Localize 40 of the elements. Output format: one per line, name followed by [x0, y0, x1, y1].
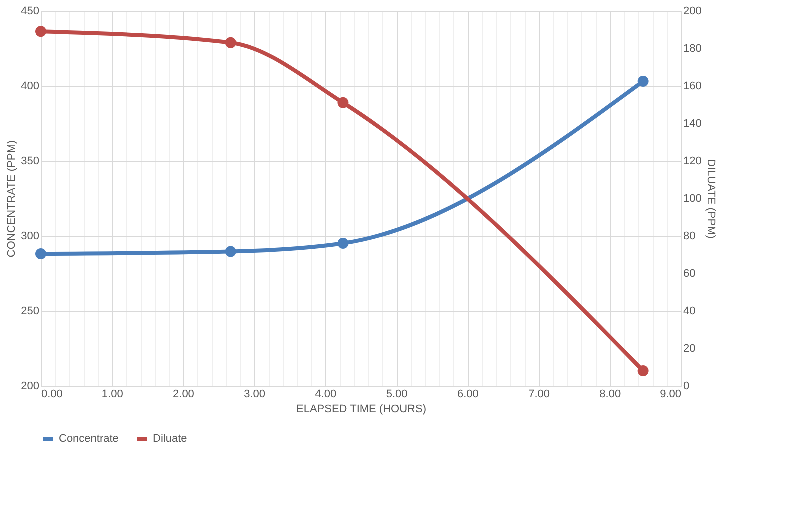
y-tick-label: 300 — [21, 230, 40, 242]
x-tick-label: 2.00 — [173, 388, 194, 400]
x-tick-label: 9.00 — [660, 388, 682, 400]
y-tick-label: 250 — [21, 306, 40, 318]
y-tick-label: 400 — [21, 80, 40, 92]
y-tick-label: 200 — [21, 380, 40, 392]
x-tick-label: 1.00 — [102, 388, 124, 400]
y-axis-title: CONCENTRATE (PPM) — [6, 140, 18, 258]
y2-tick-label: 80 — [684, 230, 696, 242]
y2-axis-title: DILUATE (PPM) — [704, 159, 717, 239]
y2-tick-label: 120 — [684, 156, 702, 168]
y-tick-label: 350 — [21, 156, 40, 168]
x-tick-label: 7.00 — [528, 388, 550, 400]
y2-tick-label: 20 — [684, 343, 696, 355]
point — [36, 26, 46, 38]
y2-tick-label: 100 — [684, 193, 702, 205]
y2-tick-label: 140 — [684, 118, 702, 130]
legend-label: Concentrate — [59, 433, 119, 445]
y2-tick-label: 200 — [684, 6, 702, 18]
point — [225, 246, 236, 258]
point — [638, 76, 649, 87]
x-tick-label: 3.00 — [244, 388, 266, 400]
point — [338, 238, 349, 249]
y-tick-label: 450 — [21, 6, 40, 18]
y2-tick-label: 40 — [684, 306, 696, 318]
point — [36, 248, 46, 260]
x-tick-label: 8.00 — [600, 388, 622, 400]
x-tick-label: 4.00 — [315, 388, 337, 400]
legend-label: Diluate — [153, 433, 188, 445]
point — [225, 37, 236, 48]
x-tick-label: 6.00 — [457, 388, 479, 400]
x-axis-title: ELAPSED TIME (HOURS) — [296, 404, 426, 416]
point — [338, 97, 349, 108]
point — [638, 366, 649, 376]
y2-tick-label: 180 — [684, 43, 702, 55]
y2-tick-label: 160 — [684, 80, 702, 92]
y2-tick-label: 60 — [684, 268, 696, 280]
x-tick-label: 0.00 — [42, 388, 63, 400]
x-tick-label: 5.00 — [386, 388, 408, 400]
y2-tick-label: 0 — [684, 380, 690, 392]
